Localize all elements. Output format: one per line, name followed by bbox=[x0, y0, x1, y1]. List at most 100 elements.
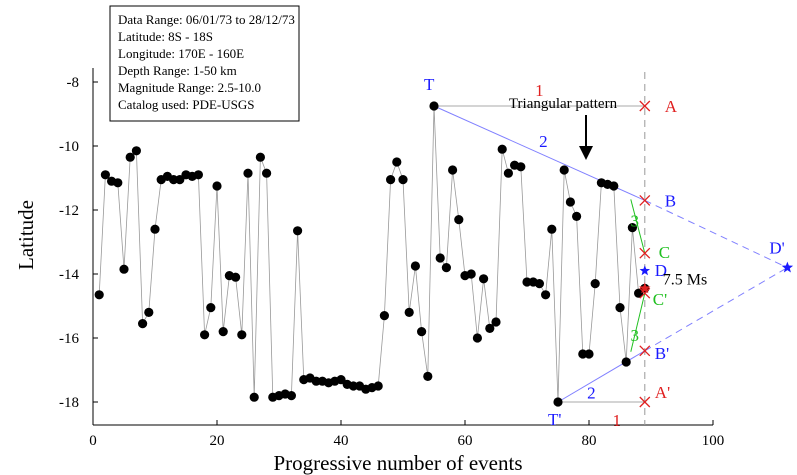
data-point bbox=[454, 215, 464, 225]
point-b-prime-marker-stroke bbox=[639, 345, 651, 357]
magnitude-label: 7.5 Ms bbox=[663, 271, 707, 288]
info-box-line: Depth Range: 1-50 km bbox=[118, 63, 237, 78]
segment-2-top-label: 2 bbox=[539, 132, 548, 151]
point-t-label: T bbox=[424, 75, 435, 94]
data-point bbox=[404, 307, 414, 317]
segment-1-bottom-label: 1 bbox=[613, 411, 622, 430]
data-point bbox=[627, 223, 638, 233]
segment-3-bottom-label: 3 bbox=[631, 326, 640, 345]
data-point bbox=[243, 168, 253, 178]
data-point bbox=[373, 381, 383, 391]
point-c-prime-marker bbox=[639, 287, 651, 299]
point-c-prime-label: C' bbox=[653, 290, 667, 309]
data-point bbox=[497, 144, 507, 154]
data-point bbox=[429, 101, 439, 111]
x-tick-label: 100 bbox=[702, 433, 725, 449]
data-point bbox=[423, 371, 433, 381]
point-a-prime-label: A' bbox=[655, 383, 670, 402]
data-point bbox=[565, 197, 576, 207]
y-tick-label: -14 bbox=[59, 267, 79, 283]
data-point bbox=[150, 224, 160, 234]
y-tick-label: -16 bbox=[59, 331, 79, 347]
annotation-markers bbox=[639, 100, 794, 408]
triangular-pattern-label: Triangular pattern bbox=[509, 96, 618, 112]
data-point bbox=[119, 264, 129, 274]
data-point bbox=[547, 224, 557, 234]
data-point bbox=[255, 152, 265, 162]
data-point bbox=[286, 391, 296, 401]
point-d-prime-marker bbox=[781, 261, 794, 273]
info-box: Data Range: 06/01/73 to 28/12/73 Latitud… bbox=[109, 5, 300, 122]
data-point bbox=[448, 165, 458, 175]
point-a-prime-marker-stroke bbox=[639, 396, 651, 408]
data-point bbox=[441, 263, 451, 273]
line-2-bottom bbox=[557, 350, 646, 403]
segment-2-bottom-label: 2 bbox=[587, 383, 596, 402]
point-b-marker bbox=[639, 194, 651, 206]
data-point bbox=[466, 269, 476, 279]
data-point bbox=[584, 349, 594, 359]
data-point bbox=[491, 317, 501, 327]
point-b-marker-stroke bbox=[639, 194, 651, 206]
x-tick-label: 40 bbox=[334, 433, 349, 449]
data-point bbox=[131, 146, 141, 156]
data-point bbox=[379, 311, 389, 321]
data-point bbox=[435, 253, 445, 263]
data-point bbox=[634, 288, 644, 298]
point-b-prime-marker bbox=[639, 345, 651, 357]
data-point bbox=[590, 279, 600, 289]
extension-top bbox=[644, 199, 788, 269]
info-box-line: Data Range: 06/01/73 to 28/12/73 bbox=[118, 12, 295, 27]
data-point bbox=[100, 170, 110, 180]
data-point bbox=[615, 303, 625, 313]
data-point bbox=[212, 181, 222, 191]
x-tick-label: 60 bbox=[458, 433, 473, 449]
data-point bbox=[572, 211, 582, 221]
data-point bbox=[559, 165, 569, 175]
data-point bbox=[293, 226, 303, 236]
line-3-bottom bbox=[630, 293, 646, 352]
main-event-marker bbox=[639, 282, 651, 294]
point-c-marker-stroke bbox=[639, 247, 651, 259]
point-b-prime-label: B' bbox=[655, 344, 669, 363]
point-a-marker-stroke bbox=[639, 100, 651, 112]
data-point bbox=[113, 178, 123, 188]
data-point bbox=[609, 181, 619, 191]
line-3-top bbox=[630, 199, 646, 254]
axis-ticks: 0 20 40 60 80 100 -8 -10 -12 -14 -16 -18 bbox=[59, 75, 724, 449]
data-point bbox=[336, 375, 346, 385]
data-point bbox=[218, 327, 228, 337]
plot-frame bbox=[92, 68, 713, 426]
data-point bbox=[410, 261, 420, 271]
data-point bbox=[231, 272, 241, 282]
point-d-marker bbox=[639, 265, 651, 276]
data-point bbox=[485, 323, 495, 333]
data-point bbox=[94, 290, 104, 300]
x-tick-label: 80 bbox=[582, 433, 597, 449]
point-d-label: D bbox=[655, 261, 667, 280]
point-c-marker bbox=[639, 247, 651, 259]
point-c-label: C bbox=[659, 243, 670, 262]
info-box-line: Catalog used: PDE-USGS bbox=[118, 97, 255, 112]
data-point bbox=[398, 175, 408, 185]
data-point bbox=[516, 162, 526, 172]
info-box-line: Longitude: 170E - 160E bbox=[118, 46, 244, 61]
point-c-prime-marker-stroke bbox=[639, 287, 651, 299]
point-a-prime-marker bbox=[639, 396, 651, 408]
point-t-prime-label: T' bbox=[548, 410, 561, 429]
data-point bbox=[175, 175, 185, 185]
data-point bbox=[392, 157, 402, 167]
data-point bbox=[503, 168, 513, 178]
data-point bbox=[193, 170, 203, 180]
data-point bbox=[237, 330, 247, 340]
data-point bbox=[206, 303, 216, 313]
data-point bbox=[138, 319, 148, 329]
data-point bbox=[553, 397, 563, 407]
y-axis-label: Latitude bbox=[14, 200, 38, 270]
segment-1-top-label: 1 bbox=[535, 81, 544, 100]
triangular-pattern-arrow-head bbox=[579, 146, 593, 160]
x-tick-label: 0 bbox=[89, 433, 97, 449]
y-tick-label: -8 bbox=[67, 75, 80, 91]
x-tick-label: 20 bbox=[210, 433, 225, 449]
y-tick-label: -18 bbox=[59, 395, 79, 411]
